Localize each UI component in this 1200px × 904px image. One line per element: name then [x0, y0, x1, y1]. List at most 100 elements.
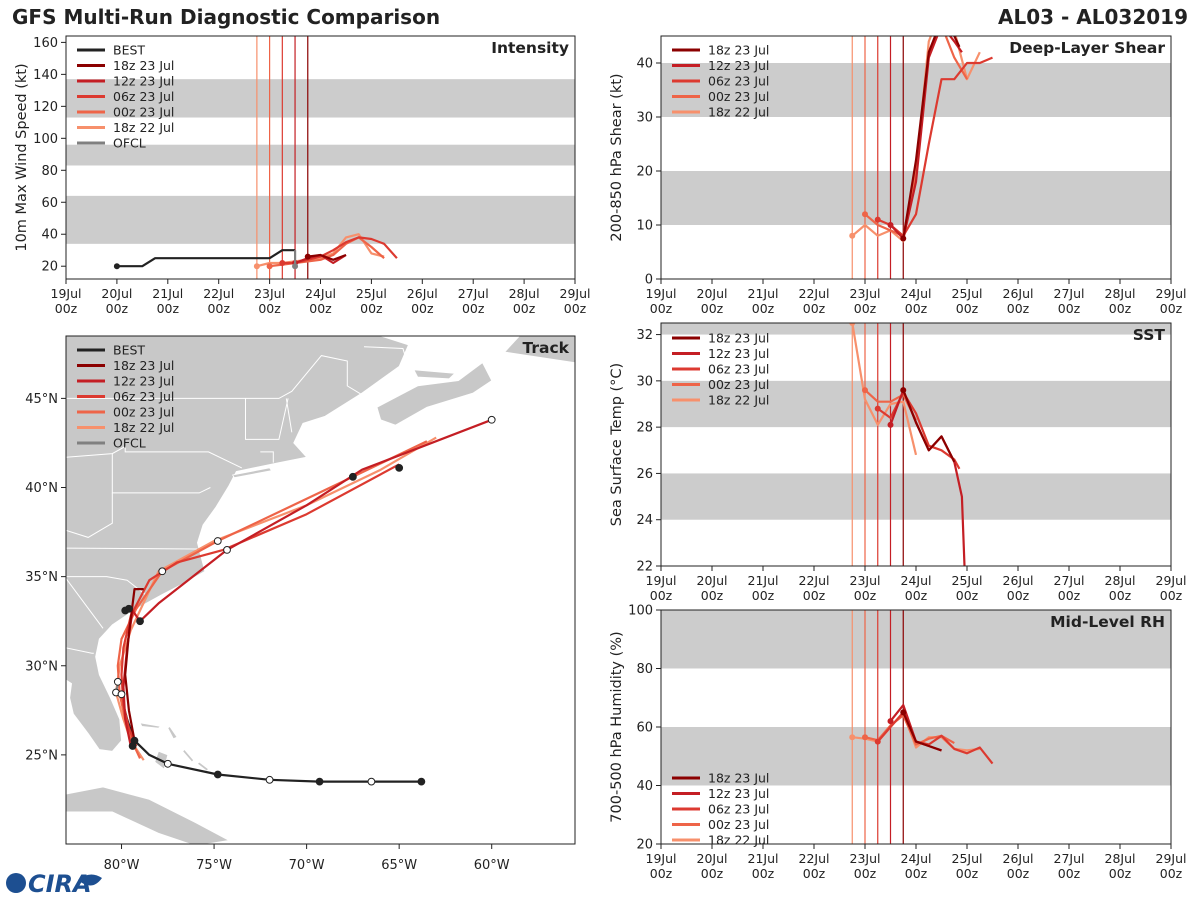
sst-xtick-hour-7: 00z [1007, 588, 1030, 603]
sst-xtick-label-0: 19Jul [646, 573, 677, 588]
track-marker-1 [367, 777, 376, 786]
track-marker-10 [117, 690, 126, 699]
sst-panel: 22242628303219Jul00z20Jul00z21Jul00z22Ju… [609, 322, 1187, 603]
shear-legend-label-18z-22-jul: 18z 22 Jul [708, 105, 769, 120]
intensity-point-00z-23-jul-0 [266, 263, 273, 270]
intensity-xtick-hour-8: 00z [462, 301, 485, 316]
intensity-xtick-hour-2: 00z [157, 301, 180, 316]
track-xtick-label-0: 80°W [104, 858, 140, 873]
sst-xtick-hour-3: 00z [803, 588, 826, 603]
sst-xtick-label-4: 23Jul [850, 573, 881, 588]
track-frame [65, 335, 576, 845]
intensity-series-best [116, 249, 296, 268]
rh-point-18z-23-jul-0 [900, 709, 907, 716]
intensity-ytick-label-7: 160 [33, 36, 58, 51]
track-marker-3 [265, 775, 274, 784]
rh-xtick-label-5: 24Jul [901, 851, 932, 866]
intensity-xtick-label-4: 23Jul [254, 286, 285, 301]
rh-band-1 [661, 610, 1171, 669]
border-us-canada [66, 355, 363, 399]
intensity-panel: 2040608010012014016019Jul00z20Jul00z21Ju… [14, 35, 591, 316]
sst-xtick-label-10: 29Jul [1156, 573, 1187, 588]
intensity-point-best-0 [113, 263, 120, 270]
sst-point-00z-23-jul-0 [862, 387, 868, 394]
rh-legend-label-18z-22-jul: 18z 22 Jul [708, 833, 769, 848]
intensity-point-06z-23-jul-0 [279, 260, 286, 267]
rh-xtick-hour-5: 00z [905, 866, 928, 881]
shear-xtick-label-7: 26Jul [1003, 286, 1034, 301]
rh-xtick-hour-10: 00z [1160, 866, 1183, 881]
border-nb-qc [363, 346, 413, 379]
track-legend-label-06z-23-jul: 06z 23 Jul [113, 389, 174, 404]
border-wv [66, 492, 113, 538]
intensity-band-0 [66, 195, 575, 244]
land-long-island [231, 467, 273, 479]
track-xtick-label-2: 70°W [289, 858, 325, 873]
intensity-xtick-label-6: 25Jul [356, 286, 387, 301]
shear-panel: 01020304019Jul00z20Jul00z21Jul00z22Jul00… [609, 35, 1187, 316]
sst-ytick-label-3: 28 [636, 421, 653, 436]
intensity-xtick-hour-1: 00z [106, 301, 129, 316]
sst-ytick-label-0: 22 [636, 560, 653, 575]
shear-xtick-label-3: 22Jul [799, 286, 830, 301]
rh-ytick-label-1: 40 [636, 779, 653, 794]
rh-xtick-hour-8: 00z [1058, 866, 1081, 881]
cira-globe-icon [6, 873, 26, 893]
track-marker-19 [487, 415, 496, 424]
track-legend-label-00z-23-jul: 00z 23 Jul [113, 405, 174, 420]
rh-xtick-hour-6: 00z [956, 866, 979, 881]
rh-point-12z-23-jul-0 [887, 718, 894, 725]
track-marker-9 [113, 677, 122, 686]
intensity-xtick-label-7: 26Jul [407, 286, 438, 301]
sst-xtick-hour-1: 00z [701, 588, 724, 603]
shear-xtick-label-6: 25Jul [952, 286, 983, 301]
intensity-xtick-label-10: 29Jul [560, 286, 591, 301]
intensity-xtick-hour-0: 00z [55, 301, 78, 316]
intensity-point-18z-23-jul-0 [304, 253, 311, 260]
rh-xtick-label-7: 26Jul [1003, 851, 1034, 866]
shear-series-00z-23-jul [864, 36, 968, 237]
rh-xtick-label-0: 19Jul [646, 851, 677, 866]
track-marker-15 [213, 537, 222, 545]
rh-legend-label-06z-23-jul: 06z 23 Jul [708, 802, 769, 817]
sst-xtick-label-9: 28Jul [1105, 573, 1136, 588]
shear-point-18z-22-jul-0 [849, 232, 856, 239]
rh-xtick-hour-1: 00z [701, 866, 724, 881]
shear-legend-label-18z-23-jul: 18z 23 Jul [708, 43, 769, 58]
track-marker-5 [163, 759, 172, 768]
land-north-america [66, 336, 409, 752]
sst-xtick-label-1: 20Jul [697, 573, 728, 588]
rh-xtick-hour-3: 00z [803, 866, 826, 881]
sst-ytick-label-5: 32 [636, 328, 653, 343]
track-marker-2 [315, 777, 324, 786]
intensity-ytick-label-0: 20 [41, 260, 58, 275]
intensity-legend-label-ofcl: OFCL [113, 136, 146, 151]
track-legend-label-best: BEST [113, 343, 145, 358]
track-legend-label-12z-23-jul: 12z 23 Jul [113, 374, 174, 389]
shear-ytick-label-4: 40 [636, 57, 653, 72]
track-series-18z-23-jul [124, 587, 144, 741]
track-panel: 80°W 75°W 70°W 65°W 60°W 25°N 30°N 35°N 40°N 45°N… [25, 335, 576, 873]
sst-point-12z-23-jul-0 [887, 421, 894, 428]
sst-band-0 [661, 473, 1171, 520]
shear-xtick-hour-3: 00z [803, 301, 826, 316]
rh-point-06z-23-jul-0 [874, 738, 881, 745]
shear-xtick-label-2: 21Jul [748, 286, 779, 301]
shear-point-06z-23-jul-0 [874, 216, 881, 223]
sst-legend-label-12z-23-jul: 12z 23 Jul [708, 346, 769, 361]
border-ny-pa [66, 445, 243, 469]
shear-xtick-label-8: 27Jul [1054, 286, 1085, 301]
sst-xtick-hour-5: 00z [905, 588, 928, 603]
rh-xtick-label-6: 25Jul [952, 851, 983, 866]
rh-xtick-label-2: 21Jul [748, 851, 779, 866]
shear-point-12z-23-jul-0 [887, 222, 894, 228]
track-ytick-label-3: 40°N [25, 481, 58, 496]
rh-xtick-hour-2: 00z [752, 866, 775, 881]
intensity-xtick-label-8: 27Jul [458, 286, 489, 301]
sst-xtick-hour-4: 00z [854, 588, 877, 603]
shear-series-18z-23-jul [902, 36, 961, 239]
track-ytick-label-0: 25°N [25, 748, 58, 763]
border-new-england [245, 398, 289, 440]
track-marker-16 [223, 545, 231, 554]
sst-band-2 [661, 323, 1171, 335]
